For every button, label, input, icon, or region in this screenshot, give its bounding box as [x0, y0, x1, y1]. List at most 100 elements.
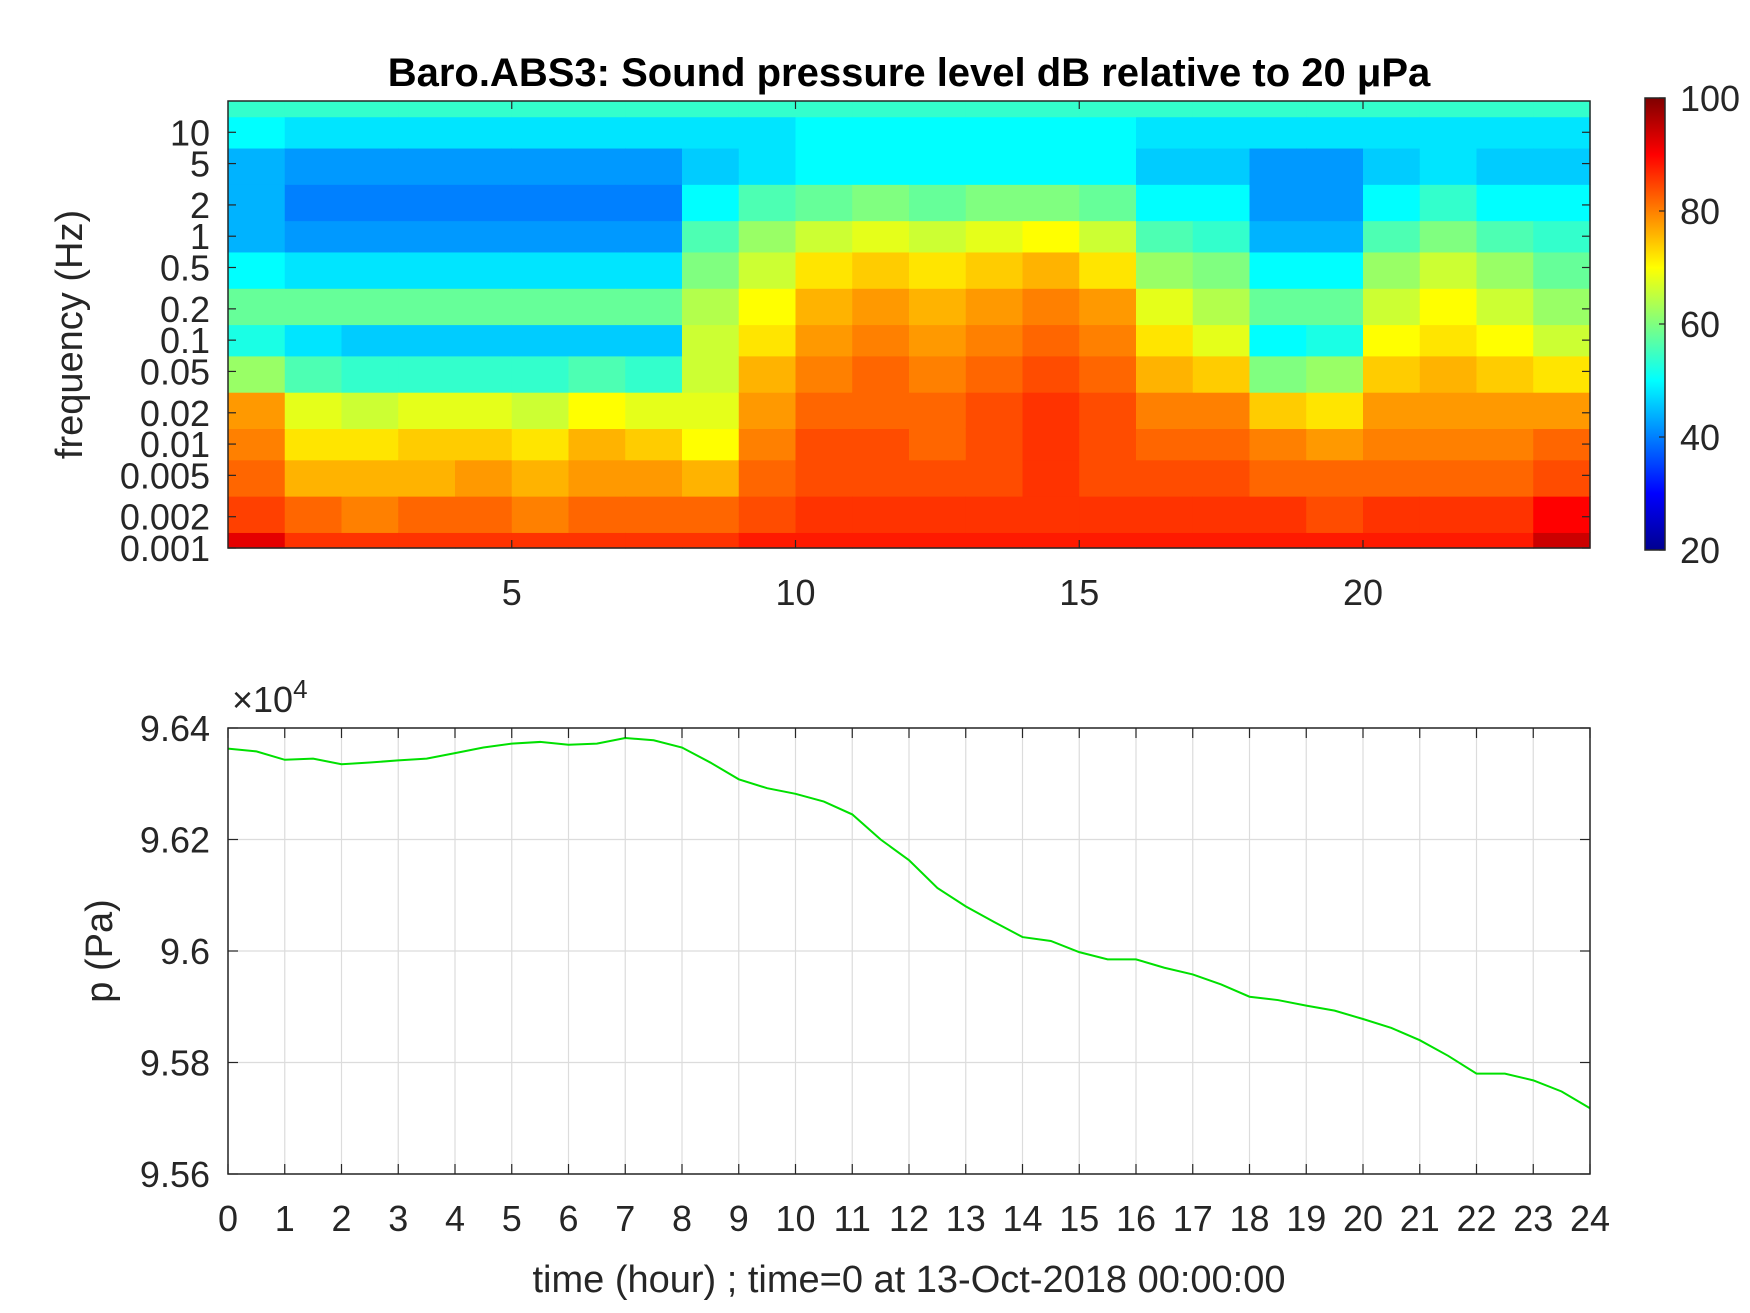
spectrogram-cell	[909, 324, 967, 357]
spectrogram-cell	[625, 496, 683, 533]
spectrogram-cell	[511, 116, 570, 149]
spectrogram-cell	[1136, 288, 1194, 326]
spectrogram-cell	[455, 251, 513, 289]
spectrogram-cell	[511, 355, 570, 393]
spectrogram-cell	[1136, 184, 1194, 222]
pressure-series-line	[227, 737, 1591, 1110]
spectrogram-cell	[852, 116, 910, 149]
spectrogram-cell	[1363, 147, 1421, 185]
spectrogram-cell	[625, 355, 683, 393]
spectrogram-cell	[795, 355, 853, 393]
spectrogram-cell	[511, 220, 570, 253]
spectrogram-cell	[965, 101, 1024, 118]
spectrogram-cell	[284, 101, 343, 118]
spectrogram-cell	[1306, 288, 1364, 326]
spectrogram-cell	[1476, 324, 1534, 357]
spectrogram-cell	[1136, 324, 1194, 357]
spectrogram-cell	[1192, 101, 1251, 118]
spectrogram-cell	[795, 459, 853, 497]
spectrogram-cell	[341, 392, 399, 430]
y-tick-label: 0.001	[120, 528, 210, 569]
y-tick-label: 9.56	[140, 1154, 210, 1195]
spectrogram-cell	[398, 355, 456, 393]
x-tick-label: 2	[331, 1198, 351, 1239]
spectrogram-cell	[1079, 355, 1137, 393]
spectrogram-cell	[965, 251, 1024, 289]
spectrogram-cell	[228, 220, 286, 253]
spectrogram-cell	[738, 355, 797, 393]
x-tick-label: 10	[775, 1198, 815, 1239]
spectrogram-cell	[511, 184, 570, 222]
spectrogram-cell	[228, 355, 286, 393]
spectrogram-cell	[1306, 459, 1364, 497]
spectrogram-cell	[852, 324, 910, 357]
y-tick-label: 9.64	[140, 708, 210, 749]
spectrogram-cell	[795, 496, 853, 533]
spectrogram-cell	[852, 355, 910, 393]
spectrogram-cell	[1136, 459, 1194, 497]
spectrogram-cell	[965, 428, 1024, 461]
spectrogram-cell	[1306, 184, 1364, 222]
spectrogram-cell	[284, 324, 343, 357]
spectrogram-cell	[738, 532, 797, 549]
spectrogram-cell	[1079, 496, 1137, 533]
spectrogram-x-ticks: 5 10 15 20	[502, 101, 1383, 613]
spectrogram-cell	[1022, 220, 1080, 253]
spectrogram-cell	[398, 392, 456, 430]
spectrogram-cell	[1249, 288, 1307, 326]
spectrogram-cell	[625, 251, 683, 289]
spectrogram-cell	[1363, 184, 1421, 222]
spectrogram-cell	[568, 355, 626, 393]
spectrogram-cell	[1306, 116, 1364, 149]
spectrogram-cell	[909, 392, 967, 430]
spectrogram-title: Baro.ABS3: Sound pressure level dB relat…	[388, 51, 1431, 95]
colorbar-ticks: 20 40 60 80 100	[1659, 78, 1740, 571]
spectrogram-cell	[455, 532, 513, 549]
spectrogram-cell	[1476, 116, 1534, 149]
spectrogram-cell	[1136, 116, 1194, 149]
spectrogram-cell	[455, 288, 513, 326]
spectrogram-cell	[909, 459, 967, 497]
spectrogram-cell	[341, 324, 399, 357]
colorbar-tick-label: 20	[1680, 530, 1720, 571]
spectrogram-cell	[1022, 428, 1080, 461]
x-tick-label: 12	[889, 1198, 929, 1239]
spectrogram-cell	[1363, 496, 1421, 533]
spectrogram-cell	[1249, 184, 1307, 222]
spectrogram-cell	[682, 428, 740, 461]
spectrogram-cell	[568, 147, 626, 185]
spectrogram-cell	[1419, 251, 1478, 289]
spectrogram-cell	[341, 184, 399, 222]
spectrogram-cell	[909, 532, 967, 549]
y-exponent-base: ×10	[232, 679, 293, 720]
x-tick-label: 0	[218, 1198, 238, 1239]
spectrogram-cell	[1533, 101, 1591, 118]
spectrogram-cell	[228, 532, 286, 549]
y-tick-label: 10	[170, 112, 210, 153]
spectrogram-cell	[284, 355, 343, 393]
spectrogram-cell	[1363, 220, 1421, 253]
spectrogram-cell	[1306, 392, 1364, 430]
spectrogram-cell	[1533, 324, 1591, 357]
spectrogram-cell	[682, 101, 740, 118]
spectrogram-cell	[852, 496, 910, 533]
spectrogram-axes-frame	[227, 100, 1591, 549]
spectrogram-cell	[341, 147, 399, 185]
spectrogram-cell	[1419, 496, 1478, 533]
spectrogram-cell	[511, 101, 570, 118]
spectrogram-cell	[738, 288, 797, 326]
spectrogram-cell	[398, 532, 456, 549]
spectrogram-cell	[455, 116, 513, 149]
spectrogram-cell	[1306, 251, 1364, 289]
spectrogram-cell	[1136, 220, 1194, 253]
spectrogram-cell	[1533, 532, 1591, 549]
spectrogram-cell	[1533, 116, 1591, 149]
x-tick-label: 7	[615, 1198, 635, 1239]
spectrogram-cell	[511, 324, 570, 357]
spectrogram-cell	[1306, 532, 1364, 549]
spectrogram-cell	[568, 532, 626, 549]
spectrogram-cell	[965, 392, 1024, 430]
x-tick-label: 22	[1456, 1198, 1496, 1239]
spectrogram-cell	[682, 355, 740, 393]
y-tick-label: 9.58	[140, 1043, 210, 1084]
